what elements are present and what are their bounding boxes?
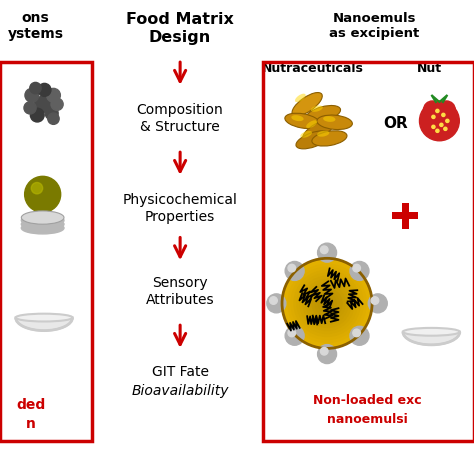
Circle shape bbox=[38, 83, 51, 96]
Circle shape bbox=[309, 285, 345, 321]
Circle shape bbox=[291, 267, 363, 339]
Text: Bioavailability: Bioavailability bbox=[131, 384, 229, 398]
Circle shape bbox=[442, 113, 445, 117]
Circle shape bbox=[350, 326, 369, 345]
Text: Nut: Nut bbox=[416, 62, 442, 75]
Circle shape bbox=[320, 246, 328, 254]
Ellipse shape bbox=[292, 92, 322, 116]
Circle shape bbox=[438, 101, 456, 119]
Ellipse shape bbox=[317, 131, 329, 137]
Circle shape bbox=[45, 107, 58, 120]
Ellipse shape bbox=[311, 105, 323, 112]
Circle shape bbox=[306, 283, 348, 324]
Circle shape bbox=[303, 279, 351, 328]
Circle shape bbox=[321, 297, 333, 310]
Circle shape bbox=[353, 329, 360, 337]
Circle shape bbox=[371, 297, 379, 304]
Circle shape bbox=[48, 113, 59, 124]
Ellipse shape bbox=[16, 314, 73, 321]
Text: Nanoemuls
as excipient: Nanoemuls as excipient bbox=[329, 12, 419, 40]
Circle shape bbox=[353, 264, 360, 272]
Circle shape bbox=[25, 88, 39, 102]
Ellipse shape bbox=[285, 113, 320, 128]
Circle shape bbox=[285, 326, 304, 345]
Polygon shape bbox=[403, 332, 460, 345]
Ellipse shape bbox=[295, 94, 306, 102]
Ellipse shape bbox=[300, 131, 312, 138]
Circle shape bbox=[312, 288, 342, 319]
Text: OR: OR bbox=[383, 116, 408, 131]
Circle shape bbox=[35, 96, 51, 112]
Text: Nutraceuticals: Nutraceuticals bbox=[262, 62, 364, 75]
Circle shape bbox=[440, 123, 443, 127]
Text: Food Matrix
Design: Food Matrix Design bbox=[126, 12, 234, 45]
Circle shape bbox=[324, 301, 330, 306]
Circle shape bbox=[282, 258, 372, 348]
Circle shape bbox=[288, 264, 366, 342]
Circle shape bbox=[368, 294, 387, 313]
Ellipse shape bbox=[312, 131, 347, 146]
Text: ded: ded bbox=[16, 398, 46, 412]
Text: n: n bbox=[26, 417, 36, 431]
Circle shape bbox=[419, 101, 459, 141]
Circle shape bbox=[294, 270, 360, 337]
Circle shape bbox=[350, 262, 369, 281]
Circle shape bbox=[436, 129, 439, 132]
Ellipse shape bbox=[306, 120, 317, 128]
Circle shape bbox=[315, 292, 339, 315]
Ellipse shape bbox=[323, 116, 336, 122]
Text: ons
ystems: ons ystems bbox=[8, 11, 64, 41]
Text: Physicochemical
Properties: Physicochemical Properties bbox=[123, 193, 237, 224]
Ellipse shape bbox=[296, 131, 330, 149]
Circle shape bbox=[288, 329, 296, 337]
Circle shape bbox=[446, 119, 449, 122]
Ellipse shape bbox=[21, 211, 64, 224]
FancyBboxPatch shape bbox=[392, 212, 418, 219]
Circle shape bbox=[25, 176, 61, 212]
Circle shape bbox=[432, 125, 435, 128]
Text: nanoemulsi: nanoemulsi bbox=[327, 413, 408, 426]
Ellipse shape bbox=[21, 215, 64, 227]
Circle shape bbox=[297, 273, 357, 333]
Circle shape bbox=[30, 108, 44, 122]
Ellipse shape bbox=[303, 119, 334, 141]
Text: Composition
& Structure: Composition & Structure bbox=[137, 103, 224, 134]
Ellipse shape bbox=[403, 328, 460, 336]
Circle shape bbox=[318, 294, 336, 312]
Ellipse shape bbox=[292, 115, 304, 121]
Circle shape bbox=[300, 276, 354, 330]
Circle shape bbox=[318, 243, 337, 262]
Circle shape bbox=[30, 82, 41, 94]
Circle shape bbox=[46, 88, 60, 102]
Ellipse shape bbox=[317, 115, 352, 129]
Circle shape bbox=[318, 345, 337, 364]
Text: Non-loaded exc: Non-loaded exc bbox=[313, 394, 422, 407]
Circle shape bbox=[432, 115, 435, 118]
Circle shape bbox=[31, 182, 43, 194]
Circle shape bbox=[444, 127, 447, 130]
Circle shape bbox=[51, 98, 63, 110]
Text: Sensory
Attributes: Sensory Attributes bbox=[146, 276, 214, 307]
FancyBboxPatch shape bbox=[402, 202, 409, 228]
Circle shape bbox=[436, 109, 439, 112]
Circle shape bbox=[320, 347, 328, 355]
Circle shape bbox=[267, 294, 286, 313]
Circle shape bbox=[285, 261, 369, 346]
Ellipse shape bbox=[21, 219, 64, 230]
Text: GIT Fate: GIT Fate bbox=[152, 365, 209, 379]
Ellipse shape bbox=[21, 222, 64, 234]
Circle shape bbox=[288, 264, 296, 272]
Circle shape bbox=[285, 262, 304, 281]
Polygon shape bbox=[16, 318, 73, 330]
Ellipse shape bbox=[306, 106, 340, 122]
Circle shape bbox=[270, 297, 277, 304]
Circle shape bbox=[24, 102, 36, 114]
Circle shape bbox=[423, 101, 441, 119]
